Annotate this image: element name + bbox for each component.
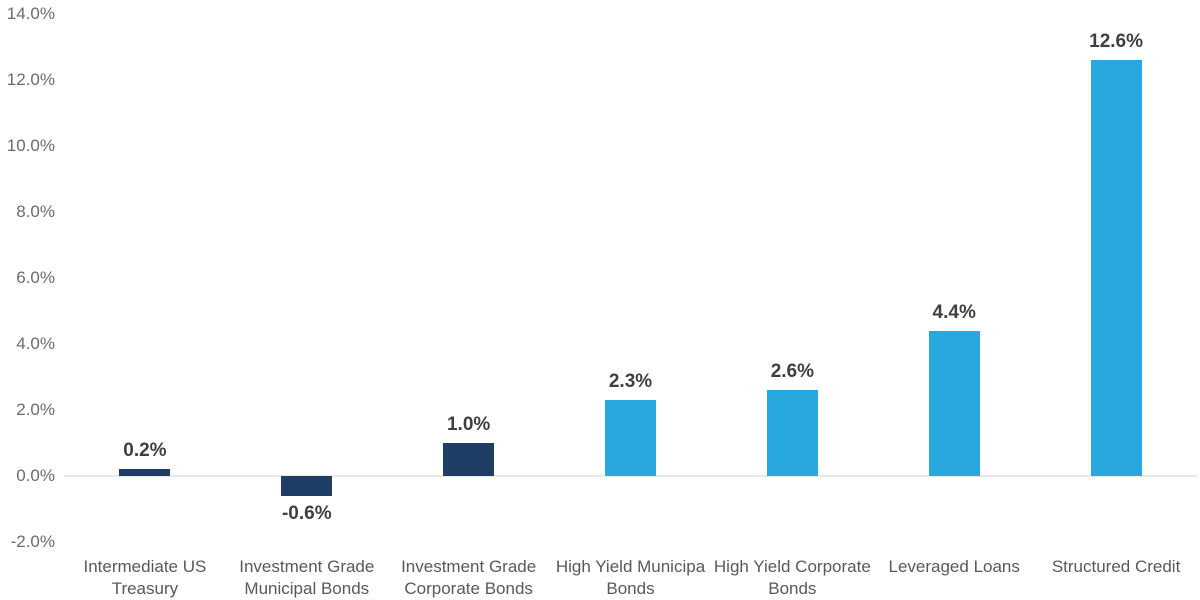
bar-investment-grade-corporate-bonds — [443, 443, 495, 476]
bar-leveraged-loans — [928, 330, 980, 476]
x-axis-category-label-line: Leveraged Loans — [888, 557, 1020, 576]
bar-intermediate-us-treasury — [119, 469, 171, 476]
bar-value-label: 0.2% — [123, 440, 167, 462]
x-axis-category-label-line: High Yield Municipa — [555, 557, 706, 576]
x-axis-category-label-line: Intermediate US — [83, 557, 207, 576]
x-axis-category-label: Investment Grade Municipal Bonds — [197, 556, 417, 600]
x-axis-category-label-line: Municipal Bonds — [244, 579, 370, 598]
x-axis-category-label: Investment Grade Corporate Bonds — [359, 556, 579, 600]
x-axis-category-label-line: High Yield Corporate — [713, 557, 871, 576]
x-axis-category-label-line: Bonds — [768, 579, 817, 598]
x-axis-category-label: High Yield Corporate Bonds — [682, 556, 902, 600]
bar-investment-grade-municipal-bonds — [281, 476, 333, 496]
y-axis-tick-label: 12.0% — [6, 70, 55, 89]
y-axis-tick-label: 2.0% — [16, 400, 55, 419]
bar-value-label: 2.6% — [770, 361, 814, 383]
zero-gridline — [64, 475, 1197, 477]
bar-value-label: 4.4% — [932, 301, 976, 323]
y-axis-tick-label: 8.0% — [16, 202, 55, 221]
y-axis-tick-label: 0.0% — [16, 466, 55, 485]
x-axis-category-label: High Yield Municipa Bonds — [521, 556, 741, 600]
y-axis-tick-label: 6.0% — [16, 268, 55, 287]
x-axis-category-label: Structured Credit — [1006, 556, 1200, 578]
y-axis-tick-label: 10.0% — [6, 136, 55, 155]
x-axis-category-label: Leveraged Loans — [844, 556, 1064, 578]
bar-high-yield-municipal-bonds — [605, 400, 656, 476]
bar-high-yield-corporate-bonds — [766, 390, 818, 476]
y-axis-tick-label: 14.0% — [6, 4, 55, 23]
y-axis-tick-label: -2.0% — [10, 532, 55, 551]
bar-value-label: 2.3% — [608, 371, 653, 393]
bar-value-label: 1.0% — [446, 414, 491, 435]
x-axis-category-label-line: Investment Grade — [401, 557, 537, 576]
x-axis-category-label-line: Investment Grade — [239, 557, 375, 576]
x-axis-category-label-line: Corporate Bonds — [404, 579, 533, 598]
x-axis-category-label-line: Treasury — [111, 579, 179, 598]
x-axis-category-label-line: Bonds — [606, 579, 655, 598]
x-axis-category-label-line: Structured Credit — [1051, 557, 1181, 576]
x-axis-category-label: Intermediate US Treasury — [35, 556, 255, 600]
y-axis-tick-label: 4.0% — [16, 334, 55, 353]
bar-value-label: -0.6% — [281, 502, 332, 524]
bar-structured-credit — [1090, 60, 1142, 476]
bar-value-label: 12.6% — [1089, 31, 1143, 53]
